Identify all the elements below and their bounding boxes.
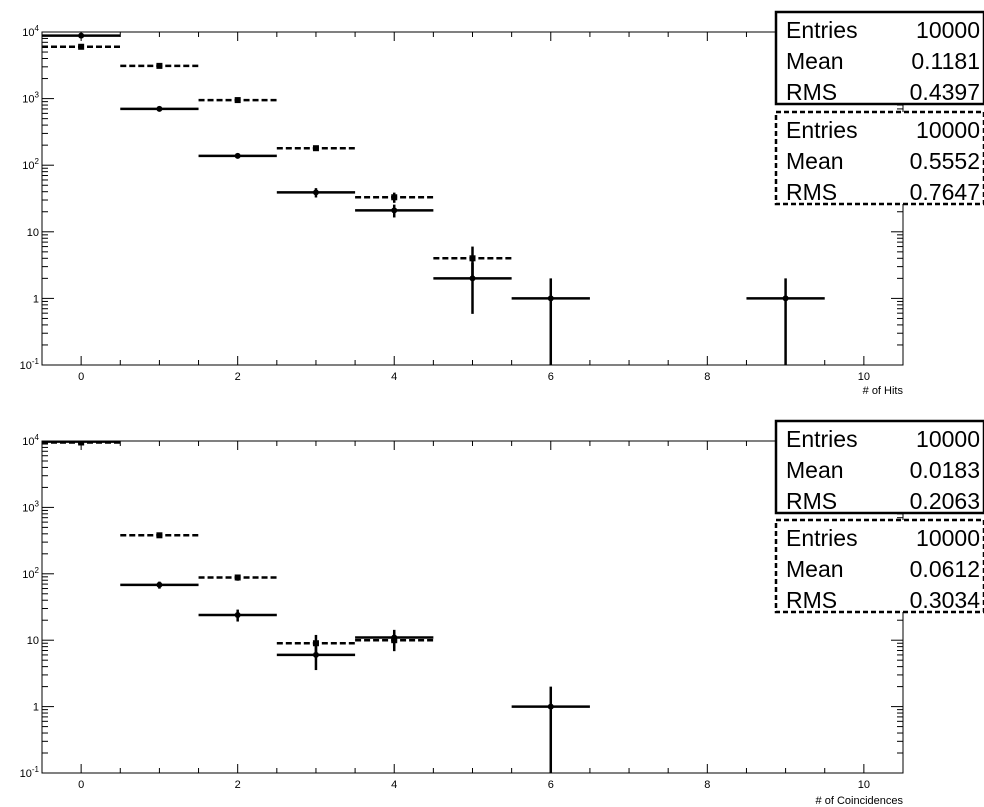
dashed-series [42,441,434,655]
data-point [782,295,789,302]
x-tick-label: 2 [235,779,241,791]
data-point [391,207,398,214]
y-tick-label: 10-1 [20,357,40,372]
data-point [312,145,319,152]
data-point [234,611,241,618]
x-tick-label: 4 [391,371,397,383]
data-point [78,32,85,39]
data-point [156,105,163,112]
data-marks [42,32,825,365]
y-tick-label: 1 [33,702,39,714]
data-point [156,62,163,69]
x-tick-label: 2 [235,371,241,383]
x-axis-ticks [80,441,865,773]
data-point [234,152,241,159]
data-point [547,703,554,710]
y-tick-label: 104 [22,24,39,39]
data-point [234,97,241,104]
stats-value: 0.0183 [910,457,980,483]
data-point [547,295,554,302]
x-tick-label: 4 [391,779,397,791]
stats-value: 0.2063 [910,488,980,514]
stats-value: 0.1181 [911,48,980,74]
x-tick-label: 0 [78,371,84,383]
data-marks [42,441,590,773]
x-tick-label: 8 [704,371,710,383]
y-tick-label: 104 [22,433,39,448]
stats-label: Mean [786,148,844,174]
x-tick-label: 0 [78,779,84,791]
stats-label: RMS [786,79,837,105]
stats-label: Entries [786,17,858,43]
stats-value: 10000 [916,525,980,551]
stats-value: 0.3034 [910,587,981,613]
stats-box-solid: Entries 10000 Mean 0.0183 RMS 0.2063 [774,419,984,515]
plot-frame [41,440,904,774]
y-tick-label: 103 [22,499,39,514]
stats-label: RMS [786,587,837,613]
x-tick-label: 6 [548,371,554,383]
stats-box-frame [774,518,984,614]
stats-value: 0.5552 [910,148,980,174]
y-tick-label: 10 [27,227,39,239]
hits-histogram-panel: 0 2 4 6 8 10 10-1 1 10 102 103 104 # of Hits Entries 1… [20,10,984,397]
x-axis-title: # of Hits [863,385,904,397]
solid-series [42,32,825,365]
stats-label: Entries [786,117,858,143]
stats-label: Entries [786,426,858,452]
data-point [78,441,85,446]
dashed-series [42,43,512,279]
x-tick-label: 10 [858,779,870,791]
stats-label: RMS [786,488,837,514]
x-tick-label: 6 [548,779,554,791]
data-point [78,43,85,50]
data-point [312,189,319,196]
x-axis-ticks [80,32,865,365]
x-tick-label: 10 [858,371,870,383]
stats-label: Mean [786,556,844,582]
stats-box-dashed: Entries 10000 Mean 0.5552 RMS 0.7647 [774,110,984,206]
y-tick-label: 103 [22,91,39,106]
stats-box-dashed: Entries 10000 Mean 0.0612 RMS 0.3034 [774,518,984,614]
data-point [391,637,398,644]
stats-value: 0.4397 [910,79,980,105]
x-tick-label: 8 [704,779,710,791]
stats-box-frame [774,419,984,515]
stats-label: RMS [786,179,837,205]
y-tick-label: 1 [33,293,39,305]
y-axis-ticks [42,440,903,774]
y-axis-ticks [42,31,903,366]
stats-value: 0.0612 [910,556,980,582]
data-point [312,640,319,647]
plot-frame [41,31,904,366]
y-tick-label: 102 [22,566,39,581]
stats-label: Entries [786,525,858,551]
stats-box-solid: Entries 10000 Mean 0.1181 RMS 0.4397 [774,10,984,106]
data-point [156,581,163,588]
stats-label: Mean [786,457,844,483]
stats-box-frame [774,10,984,106]
y-tick-label: 102 [22,157,39,172]
stats-value: 10000 [916,426,980,452]
data-point [234,574,241,581]
solid-series [42,441,590,773]
stats-value: 0.7647 [910,179,980,205]
y-tick-label: 10-1 [20,765,40,780]
data-point [156,532,163,539]
coincidences-histogram-panel: 0 2 4 6 8 10 10-1 1 10 102 103 104 # of Coincidences… [20,419,984,807]
data-point [469,255,476,262]
stats-value: 10000 [916,17,980,43]
x-axis-title: # of Coincidences [816,795,904,807]
stats-label: Mean [786,48,844,74]
stats-box-frame [774,110,984,206]
y-tick-label: 10 [27,635,39,647]
data-point [391,194,398,201]
stats-value: 10000 [916,117,980,143]
